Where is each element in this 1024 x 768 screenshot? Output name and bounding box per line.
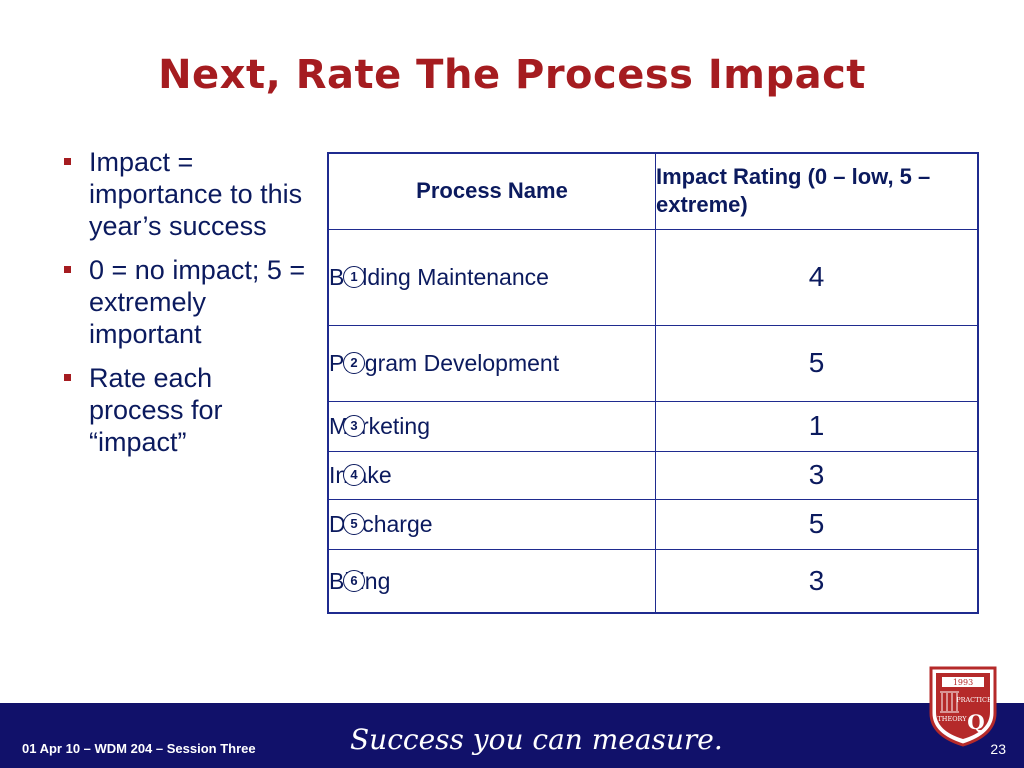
bullet-text: 0 = no impact; 5 = extremely important xyxy=(89,255,306,349)
logo-theory: THEORY xyxy=(937,715,967,723)
table-row: 6Billing 3 xyxy=(327,548,979,614)
table-row: 2 Program Development 5 xyxy=(327,324,979,402)
process-name-cell: 4Intake xyxy=(327,450,656,500)
impact-rating-cell: 1 xyxy=(655,400,979,452)
practice-theory-logo: 1993 PRACTICE THEORY Q xyxy=(929,666,997,747)
logo-practice: PRACTICE xyxy=(956,696,992,704)
impact-rating-cell: 3 xyxy=(655,450,979,500)
process-name: Building Maintenance xyxy=(329,264,549,290)
table-row: 1 Building Maintenance 4 xyxy=(327,228,979,326)
table-header-row: Process Name Impact Rating (0 – low, 5 –… xyxy=(327,152,979,230)
bullet-square-icon xyxy=(64,374,71,381)
impact-rating-cell: 3 xyxy=(655,548,979,614)
page-number: 23 xyxy=(990,741,1006,757)
footer-bar: 01 Apr 10 – WDM 204 – Session Three Succ… xyxy=(0,703,1024,768)
table-row: 5 Discharge 5 xyxy=(327,498,979,550)
bullet-square-icon xyxy=(64,158,71,165)
process-name-cell: 1 Building Maintenance xyxy=(327,228,656,326)
header-process-name: Process Name xyxy=(327,152,656,230)
logo-year: 1993 xyxy=(953,678,973,687)
bullet-item: 0 = no impact; 5 = extremely important xyxy=(62,254,312,350)
row-number-circle: 6 xyxy=(343,569,365,592)
row-number-circle: 5 xyxy=(343,513,365,535)
process-name-cell: 2 Program Development xyxy=(327,324,656,402)
impact-rating-cell: 4 xyxy=(655,228,979,326)
process-name-cell: 3 Marketing xyxy=(327,400,656,452)
impact-rating-cell: 5 xyxy=(655,498,979,550)
process-name-cell: 6Billing xyxy=(327,548,656,614)
bullet-square-icon xyxy=(64,266,71,273)
footer-tagline: Success you can measure. xyxy=(350,723,723,756)
bullet-list: Impact = importance to this year’s succe… xyxy=(62,146,312,470)
footer-session-info: 01 Apr 10 – WDM 204 – Session Three xyxy=(22,741,256,756)
row-number-circle: 1 xyxy=(343,266,365,288)
process-impact-table: Process Name Impact Rating (0 – low, 5 –… xyxy=(327,152,979,614)
process-name: Program Development xyxy=(329,350,560,376)
bullet-text: Rate each process for “impact” xyxy=(89,363,223,457)
table-row: 4Intake 3 xyxy=(327,450,979,500)
header-impact-rating: Impact Rating (0 – low, 5 – extreme) xyxy=(655,152,979,230)
slide-title: Next, Rate The Process Impact xyxy=(158,52,866,98)
bullet-text: Impact = importance to this year’s succe… xyxy=(89,147,303,241)
bullet-item: Impact = importance to this year’s succe… xyxy=(62,146,312,242)
row-number-circle: 2 xyxy=(343,352,365,374)
impact-rating-cell: 5 xyxy=(655,324,979,402)
table-row: 3 Marketing 1 xyxy=(327,400,979,452)
logo-letter: Q xyxy=(967,710,984,734)
bullet-item: Rate each process for “impact” xyxy=(62,362,312,458)
row-number-circle: 3 xyxy=(343,415,365,437)
process-name-cell: 5 Discharge xyxy=(327,498,656,550)
row-number-circle: 4 xyxy=(343,464,365,486)
